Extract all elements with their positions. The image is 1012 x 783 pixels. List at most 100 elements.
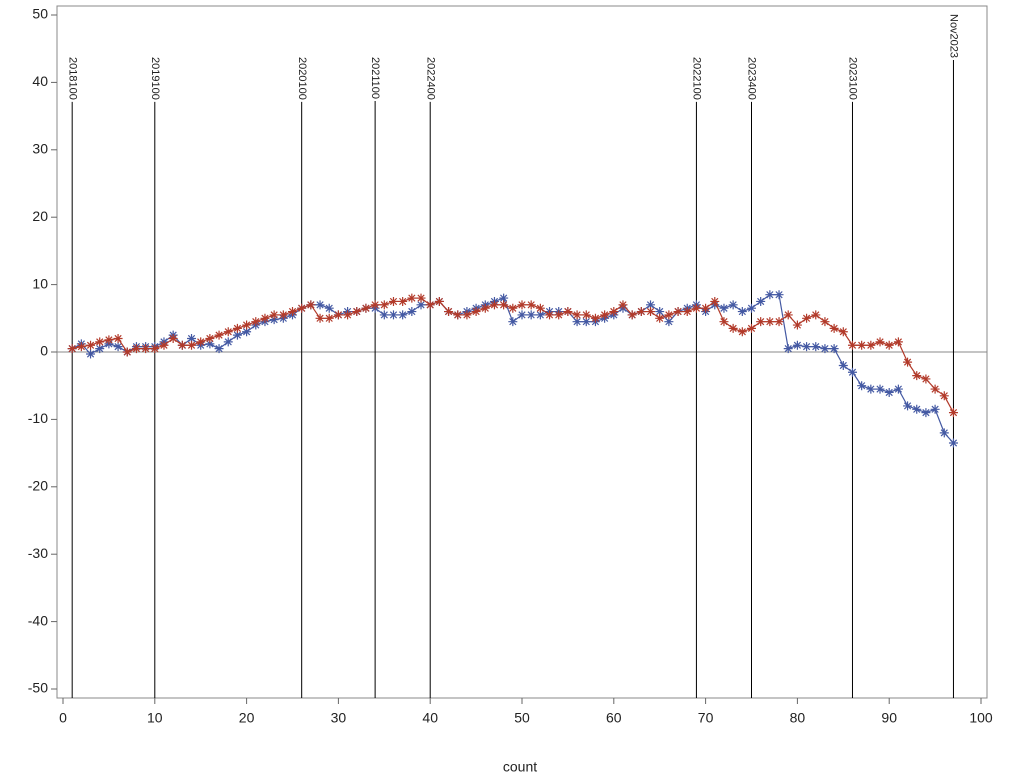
marker bbox=[95, 344, 105, 354]
x-tick-label: 0 bbox=[59, 710, 67, 726]
refline-label: 2023400 bbox=[746, 57, 758, 100]
marker bbox=[361, 303, 371, 313]
marker bbox=[379, 310, 389, 320]
marker bbox=[379, 300, 389, 310]
marker bbox=[425, 300, 435, 310]
x-tick-label: 70 bbox=[698, 710, 714, 726]
marker bbox=[86, 349, 96, 359]
marker bbox=[875, 337, 885, 347]
refline-label: 2022100 bbox=[691, 57, 703, 100]
marker bbox=[884, 387, 894, 397]
refline-label: 2023100 bbox=[847, 57, 859, 100]
marker bbox=[719, 317, 729, 327]
marker bbox=[306, 300, 316, 310]
marker bbox=[572, 310, 582, 320]
marker bbox=[903, 357, 913, 367]
marker bbox=[701, 303, 711, 313]
marker bbox=[416, 300, 426, 310]
marker bbox=[783, 310, 793, 320]
marker bbox=[352, 307, 362, 317]
marker bbox=[526, 300, 536, 310]
marker bbox=[930, 404, 940, 414]
marker bbox=[838, 360, 848, 370]
marker bbox=[508, 317, 518, 327]
marker bbox=[838, 327, 848, 337]
marker bbox=[333, 310, 343, 320]
marker bbox=[857, 340, 867, 350]
marker bbox=[774, 317, 784, 327]
marker bbox=[646, 307, 656, 317]
marker bbox=[866, 384, 876, 394]
marker bbox=[939, 428, 949, 438]
marker bbox=[747, 323, 756, 333]
marker bbox=[756, 296, 766, 306]
marker bbox=[278, 310, 288, 320]
x-tick-label: 60 bbox=[606, 710, 622, 726]
marker bbox=[930, 384, 940, 394]
marker bbox=[783, 344, 793, 354]
marker bbox=[581, 310, 591, 320]
marker bbox=[104, 335, 114, 345]
marker bbox=[765, 290, 775, 300]
marker bbox=[480, 303, 490, 313]
marker bbox=[343, 310, 353, 320]
marker bbox=[737, 327, 747, 337]
marker bbox=[636, 307, 646, 317]
marker bbox=[288, 307, 297, 317]
marker bbox=[499, 293, 509, 303]
marker bbox=[86, 340, 96, 350]
marker bbox=[232, 323, 242, 333]
marker bbox=[820, 344, 830, 354]
refline-label: 2018100 bbox=[66, 57, 78, 100]
marker bbox=[122, 347, 132, 357]
marker bbox=[912, 371, 922, 381]
marker bbox=[526, 310, 536, 320]
series-line bbox=[71, 294, 954, 444]
marker bbox=[774, 290, 784, 300]
marker bbox=[691, 303, 701, 313]
marker bbox=[462, 310, 472, 320]
refline-label: 2022400 bbox=[424, 57, 436, 100]
refline-label: 2020100 bbox=[296, 57, 308, 100]
marker bbox=[884, 340, 894, 350]
marker bbox=[324, 303, 334, 313]
marker bbox=[388, 296, 398, 306]
marker bbox=[737, 307, 747, 317]
refline-label: 2019100 bbox=[149, 57, 161, 100]
marker bbox=[820, 317, 830, 327]
marker bbox=[802, 313, 812, 323]
marker bbox=[655, 307, 665, 317]
marker bbox=[315, 300, 325, 310]
refline-label: 2021100 bbox=[369, 57, 381, 99]
marker bbox=[664, 310, 674, 320]
marker bbox=[177, 340, 187, 350]
x-tick-label: 20 bbox=[239, 710, 255, 726]
marker bbox=[269, 310, 279, 320]
x-axis-label: count bbox=[503, 759, 537, 775]
marker bbox=[141, 344, 151, 354]
marker bbox=[471, 307, 481, 317]
marker bbox=[829, 323, 839, 333]
marker bbox=[646, 300, 656, 310]
marker bbox=[370, 300, 380, 310]
marker bbox=[187, 334, 197, 344]
y-tick-label: 20 bbox=[32, 208, 48, 224]
marker bbox=[260, 313, 270, 323]
marker bbox=[269, 315, 279, 325]
marker bbox=[168, 334, 178, 344]
x-tick-label: 40 bbox=[422, 710, 438, 726]
marker bbox=[948, 408, 958, 418]
marker bbox=[590, 313, 600, 323]
marker bbox=[847, 367, 857, 377]
marker bbox=[664, 317, 674, 327]
marker bbox=[609, 307, 619, 317]
marker bbox=[545, 310, 555, 320]
marker bbox=[563, 307, 573, 317]
refline-label: Nov2023 bbox=[948, 14, 960, 58]
marker bbox=[251, 317, 261, 327]
marker bbox=[792, 320, 802, 330]
marker bbox=[673, 307, 683, 317]
marker bbox=[517, 310, 527, 320]
series-line bbox=[72, 297, 954, 413]
marker bbox=[113, 342, 123, 352]
